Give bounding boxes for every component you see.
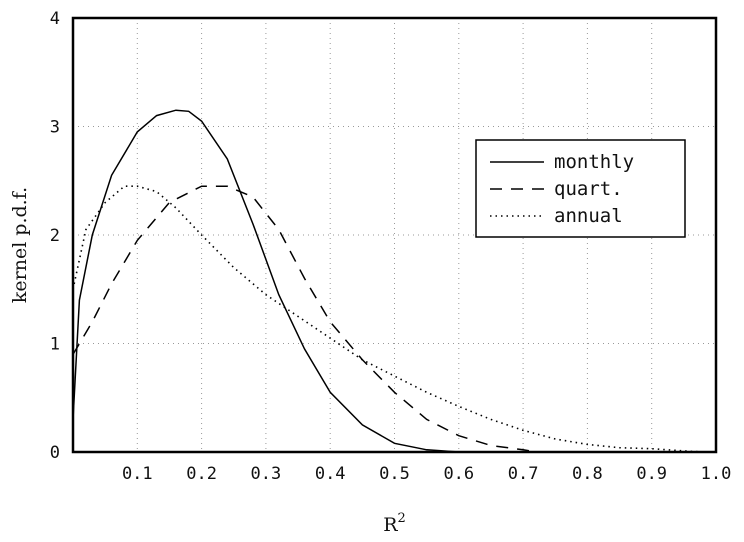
legend-label: annual bbox=[554, 205, 623, 227]
y-tick-label: 0 bbox=[50, 443, 60, 463]
x-tick-label: 0.9 bbox=[636, 464, 667, 484]
y-tick-label: 4 bbox=[50, 9, 60, 29]
series-line-quart bbox=[72, 185, 537, 453]
y-tick-label: 3 bbox=[50, 118, 60, 138]
x-tick-label: 1.0 bbox=[701, 464, 732, 484]
y-tick-label: 1 bbox=[50, 335, 60, 355]
x-tick-label: 0.7 bbox=[508, 464, 539, 484]
series-line-monthly bbox=[72, 109, 491, 453]
legend-box bbox=[475, 139, 686, 238]
tick-labels: 0.1 0.2 0.3 0.4 0.5 0.6 0.7 0.8 0.9 1.0 0 1 2 3 4 bbox=[50, 9, 732, 484]
series-lines bbox=[72, 109, 704, 453]
x-tick-label: 0.8 bbox=[572, 464, 603, 484]
legend-label: quart. bbox=[554, 178, 623, 200]
x-tick-label: 0.2 bbox=[186, 464, 217, 484]
x-tick-label: 0.1 bbox=[122, 464, 153, 484]
series-line-annual bbox=[72, 185, 704, 453]
legend-label: monthly bbox=[554, 151, 634, 173]
x-tick-label: 0.6 bbox=[443, 464, 474, 484]
x-axis-label-base: R bbox=[383, 514, 398, 536]
x-axis-label-superscript: 2 bbox=[398, 511, 406, 526]
y-tick-label: 2 bbox=[50, 226, 60, 246]
x-axis-label: R2 bbox=[383, 511, 406, 536]
x-tick-label: 0.4 bbox=[315, 464, 346, 484]
plot-frame bbox=[71, 16, 718, 454]
legend: monthly quart. annual bbox=[475, 139, 686, 238]
y-axis-label: kernel p.d.f. bbox=[9, 187, 31, 303]
x-tick-label: 0.5 bbox=[379, 464, 410, 484]
x-tick-label: 0.3 bbox=[251, 464, 282, 484]
